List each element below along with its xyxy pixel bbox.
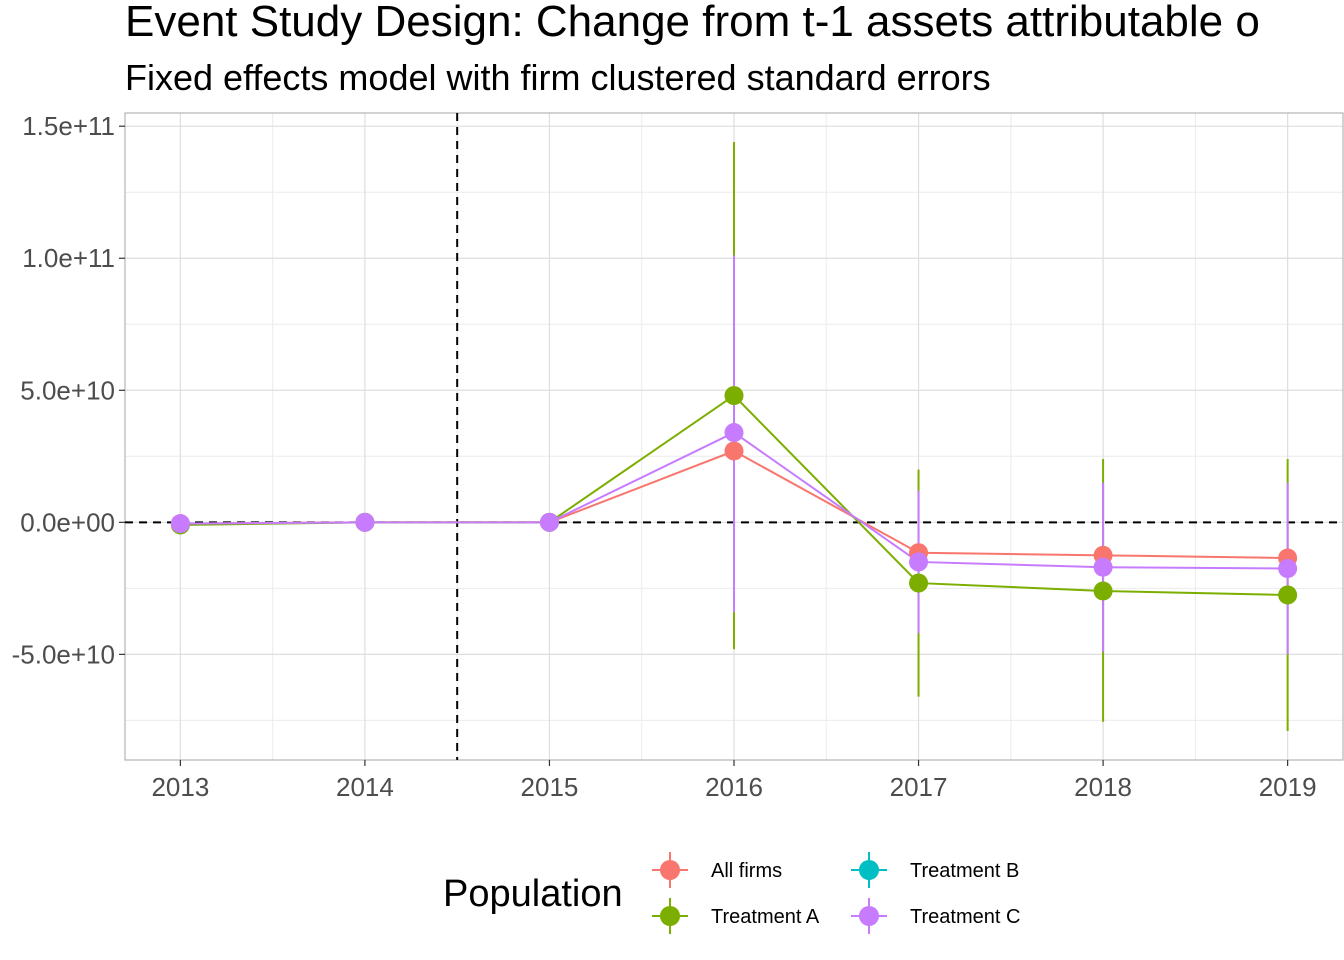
point-treatment-a (724, 386, 744, 406)
x-tick-label: 2017 (890, 772, 948, 802)
axes: 2013 2014 2015 2016 2017 2018 2019 1.5e+11 1.0e+… (12, 111, 1317, 802)
legend-key-treatment-b (859, 860, 879, 880)
legend-title: Population (443, 873, 623, 915)
point-treatment-c (170, 514, 190, 534)
y-tick-label: 1.5e+11 (22, 111, 115, 141)
point-treatment-c (355, 512, 375, 532)
legend-label-all-firms: All firms (711, 860, 782, 882)
legend-item-treatment-c: Treatment C (851, 898, 1020, 934)
legend-key-treatment-a (660, 906, 680, 926)
legend-label-treatment-a: Treatment A (711, 906, 820, 928)
point-treatment-c (1278, 559, 1298, 579)
legend-label-treatment-b: Treatment B (910, 860, 1019, 882)
y-tick-label: 5.0e+10 (20, 375, 115, 405)
point-treatment-c (724, 423, 744, 443)
series-points (170, 386, 1298, 605)
legend-key-treatment-c (859, 906, 879, 926)
chart-title: Event Study Design: Change from t-1 asse… (125, 0, 1260, 46)
point-treatment-a (1093, 581, 1113, 601)
point-treatment-a (1278, 585, 1298, 605)
x-tick-label: 2019 (1259, 772, 1317, 802)
legend-key-all-firms (660, 860, 680, 880)
legend: Population All firms Treatment B Treatme… (443, 852, 1020, 934)
legend-item-treatment-a: Treatment A (652, 898, 820, 934)
y-tick-label: 0.0e+00 (20, 507, 115, 537)
x-tick-label: 2016 (705, 772, 763, 802)
legend-item-treatment-b: Treatment B (851, 852, 1019, 888)
legend-label-treatment-c: Treatment C (910, 906, 1020, 928)
point-treatment-c (1093, 557, 1113, 577)
point-all-firms (724, 441, 744, 461)
y-tick-label: 1.0e+11 (22, 243, 115, 273)
point-treatment-a (909, 573, 929, 593)
point-treatment-c (909, 552, 929, 572)
y-tick-label: -5.0e+10 (12, 639, 115, 669)
point-treatment-c (539, 512, 559, 532)
x-tick-label: 2015 (521, 772, 579, 802)
x-tick-label: 2018 (1074, 772, 1132, 802)
x-tick-label: 2014 (336, 772, 394, 802)
x-tick-label: 2013 (151, 772, 209, 802)
chart-subtitle: Fixed effects model with firm clustered … (125, 57, 991, 98)
legend-item-all-firms: All firms (652, 852, 782, 888)
